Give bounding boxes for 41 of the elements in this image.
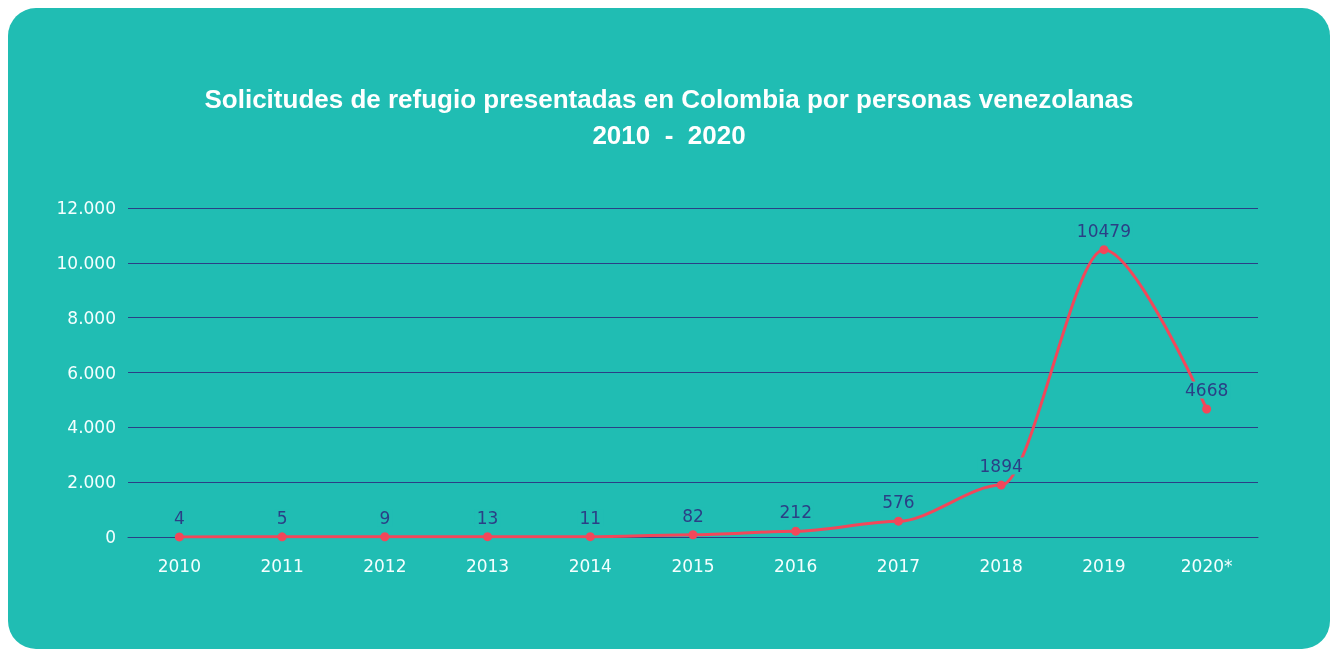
data-label: 212 xyxy=(779,502,812,523)
data-label: 82 xyxy=(682,505,704,526)
point xyxy=(893,516,903,526)
y-tick-label: 0 xyxy=(105,527,116,547)
data-label: 10479 xyxy=(1076,220,1131,241)
data-label: 4668 xyxy=(1185,380,1229,401)
y-tick-label: 8.000 xyxy=(67,307,116,328)
data-label: 13 xyxy=(476,507,499,528)
x-tick-label: 2017 xyxy=(876,555,921,576)
y-tick-label: 10.000 xyxy=(56,252,116,273)
x-tick-label: 2010 xyxy=(157,555,201,576)
x-tick-label: 2016 xyxy=(774,555,818,576)
x-tick-label: 2015 xyxy=(671,555,715,576)
point xyxy=(483,532,493,542)
point xyxy=(996,480,1006,490)
point xyxy=(380,532,390,542)
x-tick-label: 2013 xyxy=(465,555,510,576)
point xyxy=(791,526,801,536)
data-label: 9 xyxy=(379,507,391,528)
x-tick-label: 2020* xyxy=(1180,555,1233,576)
y-tick-label: 6.000 xyxy=(67,362,116,383)
point xyxy=(585,532,595,542)
point xyxy=(174,532,184,542)
y-tick-label: 4.000 xyxy=(67,417,116,438)
data-label: 5 xyxy=(276,507,288,528)
point xyxy=(688,530,698,540)
y-tick-label: 2.000 xyxy=(67,472,116,493)
point xyxy=(277,532,287,542)
y-tick-label: 12.000 xyxy=(56,198,116,218)
x-tick-label: 2019 xyxy=(1082,555,1126,576)
data-label: 11 xyxy=(579,507,602,528)
point xyxy=(1099,245,1109,255)
data-label: 576 xyxy=(882,492,915,513)
x-tick-label: 2011 xyxy=(260,555,304,576)
point xyxy=(1202,404,1212,414)
x-tick-label: 2014 xyxy=(568,555,612,576)
x-tick-label: 2012 xyxy=(363,555,407,576)
chart-title: Solicitudes de refugio presentadas en Colombia por personas venezolanas 2010 - 2020 xyxy=(204,84,1134,150)
x-tick-label: 2018 xyxy=(979,555,1023,576)
data-label: 4 xyxy=(173,507,185,528)
data-label: 1894 xyxy=(979,456,1023,477)
